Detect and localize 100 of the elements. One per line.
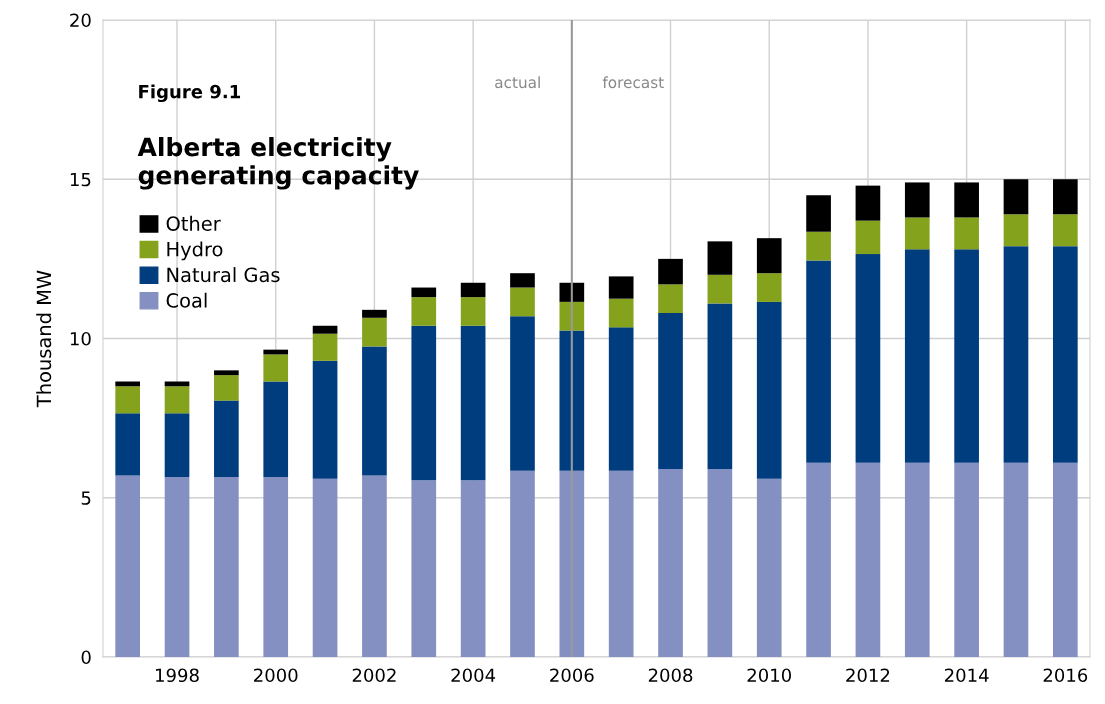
bar <box>214 477 239 657</box>
bar <box>411 297 437 326</box>
bar <box>904 462 930 657</box>
bar <box>164 381 190 387</box>
bar <box>115 413 141 476</box>
bar <box>214 400 239 478</box>
bar <box>1052 214 1078 247</box>
bar <box>362 346 387 476</box>
text: Figure 9.1 <box>139 84 241 103</box>
bar <box>806 260 831 463</box>
x-tick-label: 2010 <box>747 668 791 683</box>
bar <box>510 470 535 657</box>
bar <box>855 254 881 463</box>
bar <box>658 469 683 657</box>
bar <box>164 413 190 478</box>
bar <box>658 313 683 470</box>
bar <box>460 325 486 481</box>
bar <box>460 297 486 326</box>
bar <box>806 231 831 261</box>
bar <box>904 182 930 218</box>
x-tick-label: 2004 <box>451 668 496 683</box>
bar <box>411 325 437 481</box>
y-tick-label: 20 <box>70 13 91 28</box>
bar <box>1003 246 1029 463</box>
bar <box>1003 179 1029 215</box>
bar <box>756 301 782 479</box>
x-tick-label: 2012 <box>846 668 890 683</box>
x-tick-label: 2006 <box>550 668 594 683</box>
bar <box>608 470 634 657</box>
bar <box>1052 179 1078 215</box>
bar <box>1052 246 1078 463</box>
bar <box>707 303 733 470</box>
bar <box>263 354 289 382</box>
bar <box>806 462 831 657</box>
bar <box>608 298 634 328</box>
bar <box>658 258 683 285</box>
y-axis-title: Thousand MW <box>36 270 52 408</box>
bar <box>707 241 733 275</box>
bar <box>510 316 535 471</box>
bar <box>510 287 535 317</box>
bar <box>954 462 979 657</box>
y-tick-label: 0 <box>81 650 91 665</box>
bar <box>608 276 634 299</box>
bar <box>658 284 683 314</box>
legend-label: Other <box>166 215 221 231</box>
bar <box>263 477 289 657</box>
bar <box>904 217 930 250</box>
legend-label: Hydro <box>167 241 223 261</box>
y-tick-label: 10 <box>70 331 91 346</box>
bar <box>460 480 486 657</box>
bar <box>954 182 979 218</box>
bar <box>855 462 881 657</box>
bar <box>1003 462 1029 657</box>
bar <box>756 238 782 274</box>
bar <box>115 381 141 387</box>
x-tick-label: 2008 <box>648 668 693 683</box>
bar <box>756 273 782 302</box>
bar <box>608 327 634 471</box>
bar <box>214 370 239 376</box>
bar <box>756 478 782 657</box>
bar <box>214 375 239 401</box>
bar <box>707 274 733 304</box>
y-tick-label: 15 <box>70 172 91 187</box>
bar <box>362 475 387 657</box>
x-tick-label: 2016 <box>1043 668 1088 683</box>
text: Alberta electricity generating capacity <box>137 137 419 190</box>
bar <box>806 195 831 232</box>
bar <box>460 282 486 298</box>
bar <box>312 333 338 361</box>
bar <box>312 478 338 657</box>
bar <box>954 249 979 463</box>
bar <box>115 475 141 657</box>
bar <box>362 309 387 318</box>
bar <box>855 185 881 221</box>
x-tick-label: 2000 <box>254 668 298 683</box>
bar <box>1003 214 1029 247</box>
bar <box>411 480 437 657</box>
x-tick-label: 2002 <box>352 668 396 683</box>
x-tick-label: 2014 <box>944 668 989 683</box>
bar <box>954 217 979 250</box>
legend-label: Coal <box>166 292 207 308</box>
bar <box>411 287 437 298</box>
bar <box>164 386 190 414</box>
bar <box>164 477 190 657</box>
bar <box>707 469 733 657</box>
y-tick-label: 5 <box>81 491 91 505</box>
bar <box>1052 462 1078 657</box>
legend-label: Natural Gas <box>167 267 280 283</box>
bar <box>559 282 585 302</box>
annotation: actual <box>495 76 540 89</box>
bar <box>115 386 141 414</box>
annotation: forecast <box>602 76 664 89</box>
bar <box>855 220 881 255</box>
bar <box>559 470 585 657</box>
bar <box>312 325 338 334</box>
bar <box>263 381 289 478</box>
bar <box>904 249 930 463</box>
bar <box>362 317 387 347</box>
bar <box>559 301 585 331</box>
bar <box>559 330 585 471</box>
